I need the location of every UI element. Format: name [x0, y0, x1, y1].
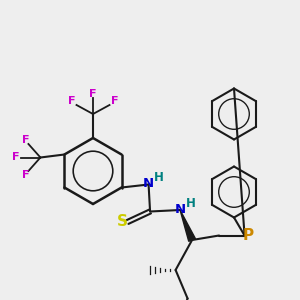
Text: S: S — [117, 214, 128, 230]
Text: F: F — [22, 169, 29, 180]
Text: F: F — [68, 96, 75, 106]
Text: F: F — [111, 96, 118, 106]
Text: F: F — [12, 152, 20, 163]
Text: F: F — [22, 135, 29, 146]
Text: P: P — [243, 228, 254, 243]
Text: H: H — [186, 197, 196, 210]
Text: F: F — [89, 88, 97, 99]
Text: H: H — [154, 171, 164, 184]
Text: N: N — [143, 177, 154, 190]
Text: N: N — [175, 203, 186, 216]
Polygon shape — [180, 210, 195, 241]
